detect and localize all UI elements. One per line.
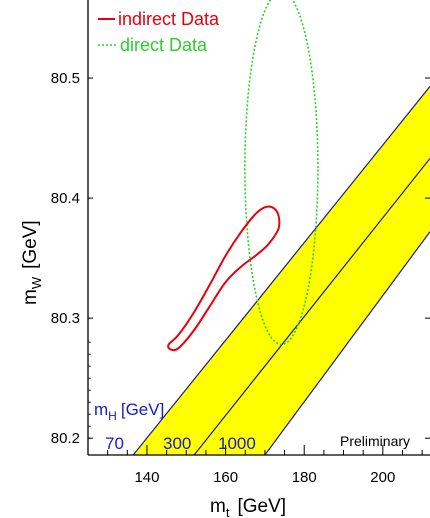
y-axis-ticks xyxy=(88,77,430,439)
legend-label-indirect: indirect Data xyxy=(118,9,220,29)
mh-line-70 xyxy=(132,86,430,455)
mh-line-1000 xyxy=(264,231,430,455)
preliminary-label: Preliminary xyxy=(340,433,410,449)
legend: indirect Data direct Data xyxy=(98,9,220,55)
y-tick-label-80-5: 80.5 xyxy=(51,70,80,87)
y-tick-label-80-3: 80.3 xyxy=(51,310,80,327)
y-axis-title: mW[GeV] xyxy=(20,220,44,305)
indirect-data-contour xyxy=(167,205,281,352)
direct-data-contour xyxy=(243,0,319,346)
mh-label-1000: 1000 xyxy=(218,434,256,453)
legend-label-direct: direct Data xyxy=(120,35,208,55)
mh-label-70: 70 xyxy=(105,434,124,453)
mh-title: mH [GeV] xyxy=(94,400,164,423)
y-tick-label-80-4: 80.4 xyxy=(51,190,80,207)
mh-label-300: 300 xyxy=(163,434,191,453)
x-tick-label-160: 160 xyxy=(213,469,238,486)
x-tick-label-180: 180 xyxy=(292,469,317,486)
y-tick-label-80-2: 80.2 xyxy=(51,430,80,447)
mh-line-300 xyxy=(193,158,430,455)
x-tick-label-200: 200 xyxy=(370,469,395,486)
x-axis-title: mt [GeV] xyxy=(210,496,286,518)
x-axis-ticks xyxy=(107,445,423,455)
x-tick-label-140: 140 xyxy=(134,469,159,486)
